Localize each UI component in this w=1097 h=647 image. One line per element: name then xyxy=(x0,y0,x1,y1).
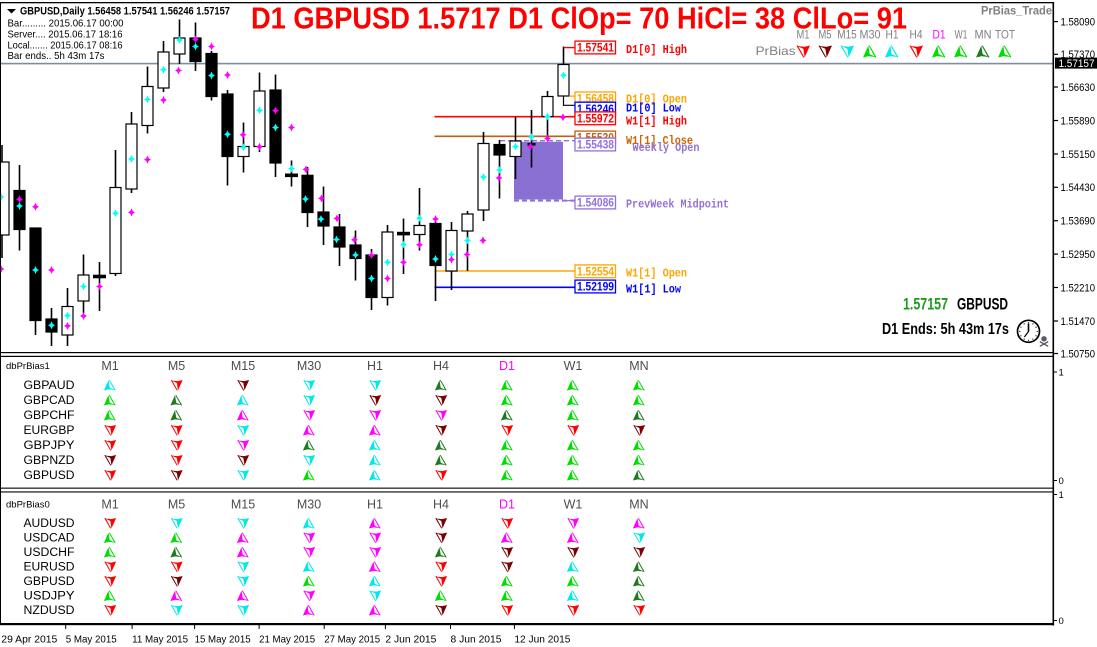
svg-text:D1[0] High: D1[0] High xyxy=(626,44,687,57)
svg-text:1.54086: 1.54086 xyxy=(577,196,614,210)
svg-text:M5: M5 xyxy=(168,359,185,373)
svg-text:21 May 2015: 21 May 2015 xyxy=(259,634,315,646)
svg-text:H1: H1 xyxy=(367,498,383,512)
svg-text:11 May 2015: 11 May 2015 xyxy=(132,634,188,646)
svg-text:Local....... 2015.06.17 08:16: Local....... 2015.06.17 08:16 xyxy=(8,39,123,51)
svg-text:W1: W1 xyxy=(955,28,968,42)
svg-text:GBPJPY: GBPJPY xyxy=(24,440,75,452)
svg-text:D1: D1 xyxy=(499,359,515,373)
svg-text:W1: W1 xyxy=(564,498,583,512)
svg-text:D1: D1 xyxy=(933,28,946,42)
svg-text:D1: D1 xyxy=(499,498,515,512)
svg-text:W1[1] Low: W1[1] Low xyxy=(626,283,681,296)
svg-text:GBPCAD: GBPCAD xyxy=(24,395,75,407)
svg-text:M5: M5 xyxy=(819,28,832,42)
svg-text:H4: H4 xyxy=(433,498,449,512)
svg-text:USDCAD: USDCAD xyxy=(24,533,75,545)
svg-text:dbPrBias0: dbPrBias0 xyxy=(6,500,50,511)
svg-text:Bar ends.. 5h 43m 17s: Bar ends.. 5h 43m 17s xyxy=(8,50,105,62)
svg-text:1.58090: 1.58090 xyxy=(1061,16,1096,28)
svg-text:0: 0 xyxy=(1059,616,1064,627)
svg-text:1.52199: 1.52199 xyxy=(577,280,614,294)
svg-text:M1: M1 xyxy=(101,498,118,512)
svg-text:M15: M15 xyxy=(231,498,255,512)
svg-text:PrevWeek Midpoint: PrevWeek Midpoint xyxy=(626,198,729,211)
svg-text:1.52554: 1.52554 xyxy=(577,265,614,279)
svg-text:M30: M30 xyxy=(297,498,321,512)
svg-text:1.56630: 1.56630 xyxy=(1061,82,1096,94)
svg-text:M1: M1 xyxy=(101,359,118,373)
svg-text:dbPrBias1: dbPrBias1 xyxy=(6,361,50,372)
svg-text:1.57541: 1.57541 xyxy=(577,41,614,55)
svg-text:PrBias: PrBias xyxy=(756,44,796,58)
svg-text:1.50750: 1.50750 xyxy=(1061,348,1096,360)
svg-text:1.52950: 1.52950 xyxy=(1061,249,1096,261)
svg-text:0: 0 xyxy=(1059,476,1064,487)
svg-text:W1[1] Open: W1[1] Open xyxy=(626,267,687,280)
svg-text:1.55972: 1.55972 xyxy=(577,112,614,126)
svg-text:GBPUSD: GBPUSD xyxy=(24,576,75,588)
svg-text:8 Jun 2015: 8 Jun 2015 xyxy=(451,634,502,646)
svg-text:D1 GBPUSD 1.5717 D1 ClOp= 70 H: D1 GBPUSD 1.5717 D1 ClOp= 70 HiCl= 38 Cl… xyxy=(251,0,907,35)
svg-text:PrBias_Trade: PrBias_Trade xyxy=(981,3,1052,17)
svg-text:H1: H1 xyxy=(367,359,383,373)
svg-text:AUDUSD: AUDUSD xyxy=(24,518,75,530)
svg-text:EURUSD: EURUSD xyxy=(24,562,75,574)
svg-text:5 May 2015: 5 May 2015 xyxy=(66,634,117,646)
svg-text:1.54430: 1.54430 xyxy=(1061,182,1096,194)
svg-text:M5: M5 xyxy=(168,498,185,512)
svg-text:1.55890: 1.55890 xyxy=(1061,115,1096,127)
svg-text:1.53690: 1.53690 xyxy=(1061,216,1096,228)
svg-text:Bar......... 2015.06.17 00:00: Bar......... 2015.06.17 00:00 xyxy=(8,18,124,30)
svg-text:NZDUSD: NZDUSD xyxy=(24,605,75,617)
svg-text:1: 1 xyxy=(1059,368,1064,379)
svg-text:GBPCHF: GBPCHF xyxy=(24,410,75,422)
svg-text:USDCHF: USDCHF xyxy=(24,547,75,559)
svg-text:Weekly Open: Weekly Open xyxy=(633,142,700,155)
svg-text:M1: M1 xyxy=(797,28,810,42)
svg-text:D1 Ends: 5h 43m 17s: D1 Ends: 5h 43m 17s xyxy=(882,321,1009,338)
svg-text:GBPUSD,Daily 1.56458 1.57541: GBPUSD,Daily 1.56458 1.57541 1.56246 1.5… xyxy=(20,5,230,17)
svg-text:27 May 2015: 27 May 2015 xyxy=(324,634,380,646)
svg-text:D1[0] Open: D1[0] Open xyxy=(626,93,687,106)
svg-text:TOT: TOT xyxy=(995,28,1016,42)
svg-text:Server.... 2015.06.17 18:16: Server.... 2015.06.17 18:16 xyxy=(8,29,123,41)
svg-text:M15: M15 xyxy=(837,28,857,42)
svg-text:1.55150: 1.55150 xyxy=(1061,149,1096,161)
svg-text:EURGBP: EURGBP xyxy=(24,425,75,437)
svg-text:H4: H4 xyxy=(910,28,923,42)
svg-text:W1: W1 xyxy=(564,359,583,373)
svg-text:GBPUSD: GBPUSD xyxy=(957,296,1008,314)
svg-text:1: 1 xyxy=(1059,490,1064,501)
svg-text:1.51470: 1.51470 xyxy=(1061,316,1096,328)
svg-text:12 Jun 2015: 12 Jun 2015 xyxy=(514,634,570,646)
svg-text:GBPUSD: GBPUSD xyxy=(24,470,75,482)
svg-text:GBPNZD: GBPNZD xyxy=(24,455,75,467)
svg-text:GBPAUD: GBPAUD xyxy=(24,380,75,392)
svg-text:2 Jun 2015: 2 Jun 2015 xyxy=(385,634,436,646)
svg-text:1.57157: 1.57157 xyxy=(1059,58,1095,70)
svg-text:1.57157: 1.57157 xyxy=(903,296,948,314)
svg-text:M30: M30 xyxy=(297,359,321,373)
svg-text:W1[1] High: W1[1] High xyxy=(626,115,687,128)
svg-text:H1: H1 xyxy=(886,28,899,42)
svg-text:1.52210: 1.52210 xyxy=(1061,282,1096,294)
svg-text:15 May 2015: 15 May 2015 xyxy=(195,634,251,646)
svg-text:USDJPY: USDJPY xyxy=(24,591,75,603)
svg-text:MN: MN xyxy=(975,28,992,42)
svg-text:D1[0] Low: D1[0] Low xyxy=(626,103,681,116)
svg-text:MN: MN xyxy=(629,359,648,373)
svg-text:W1[1] Close: W1[1] Close xyxy=(626,135,693,148)
svg-text:M15: M15 xyxy=(231,359,255,373)
svg-text:MN: MN xyxy=(629,498,648,512)
svg-text:H4: H4 xyxy=(433,359,449,373)
svg-text:M30: M30 xyxy=(860,28,881,42)
svg-text:1.55438: 1.55438 xyxy=(577,138,614,152)
svg-text:29 Apr 2015: 29 Apr 2015 xyxy=(1,634,57,646)
